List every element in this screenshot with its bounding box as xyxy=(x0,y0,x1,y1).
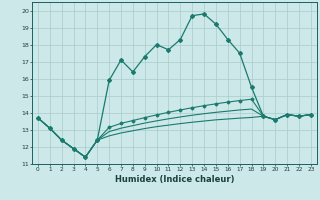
X-axis label: Humidex (Indice chaleur): Humidex (Indice chaleur) xyxy=(115,175,234,184)
